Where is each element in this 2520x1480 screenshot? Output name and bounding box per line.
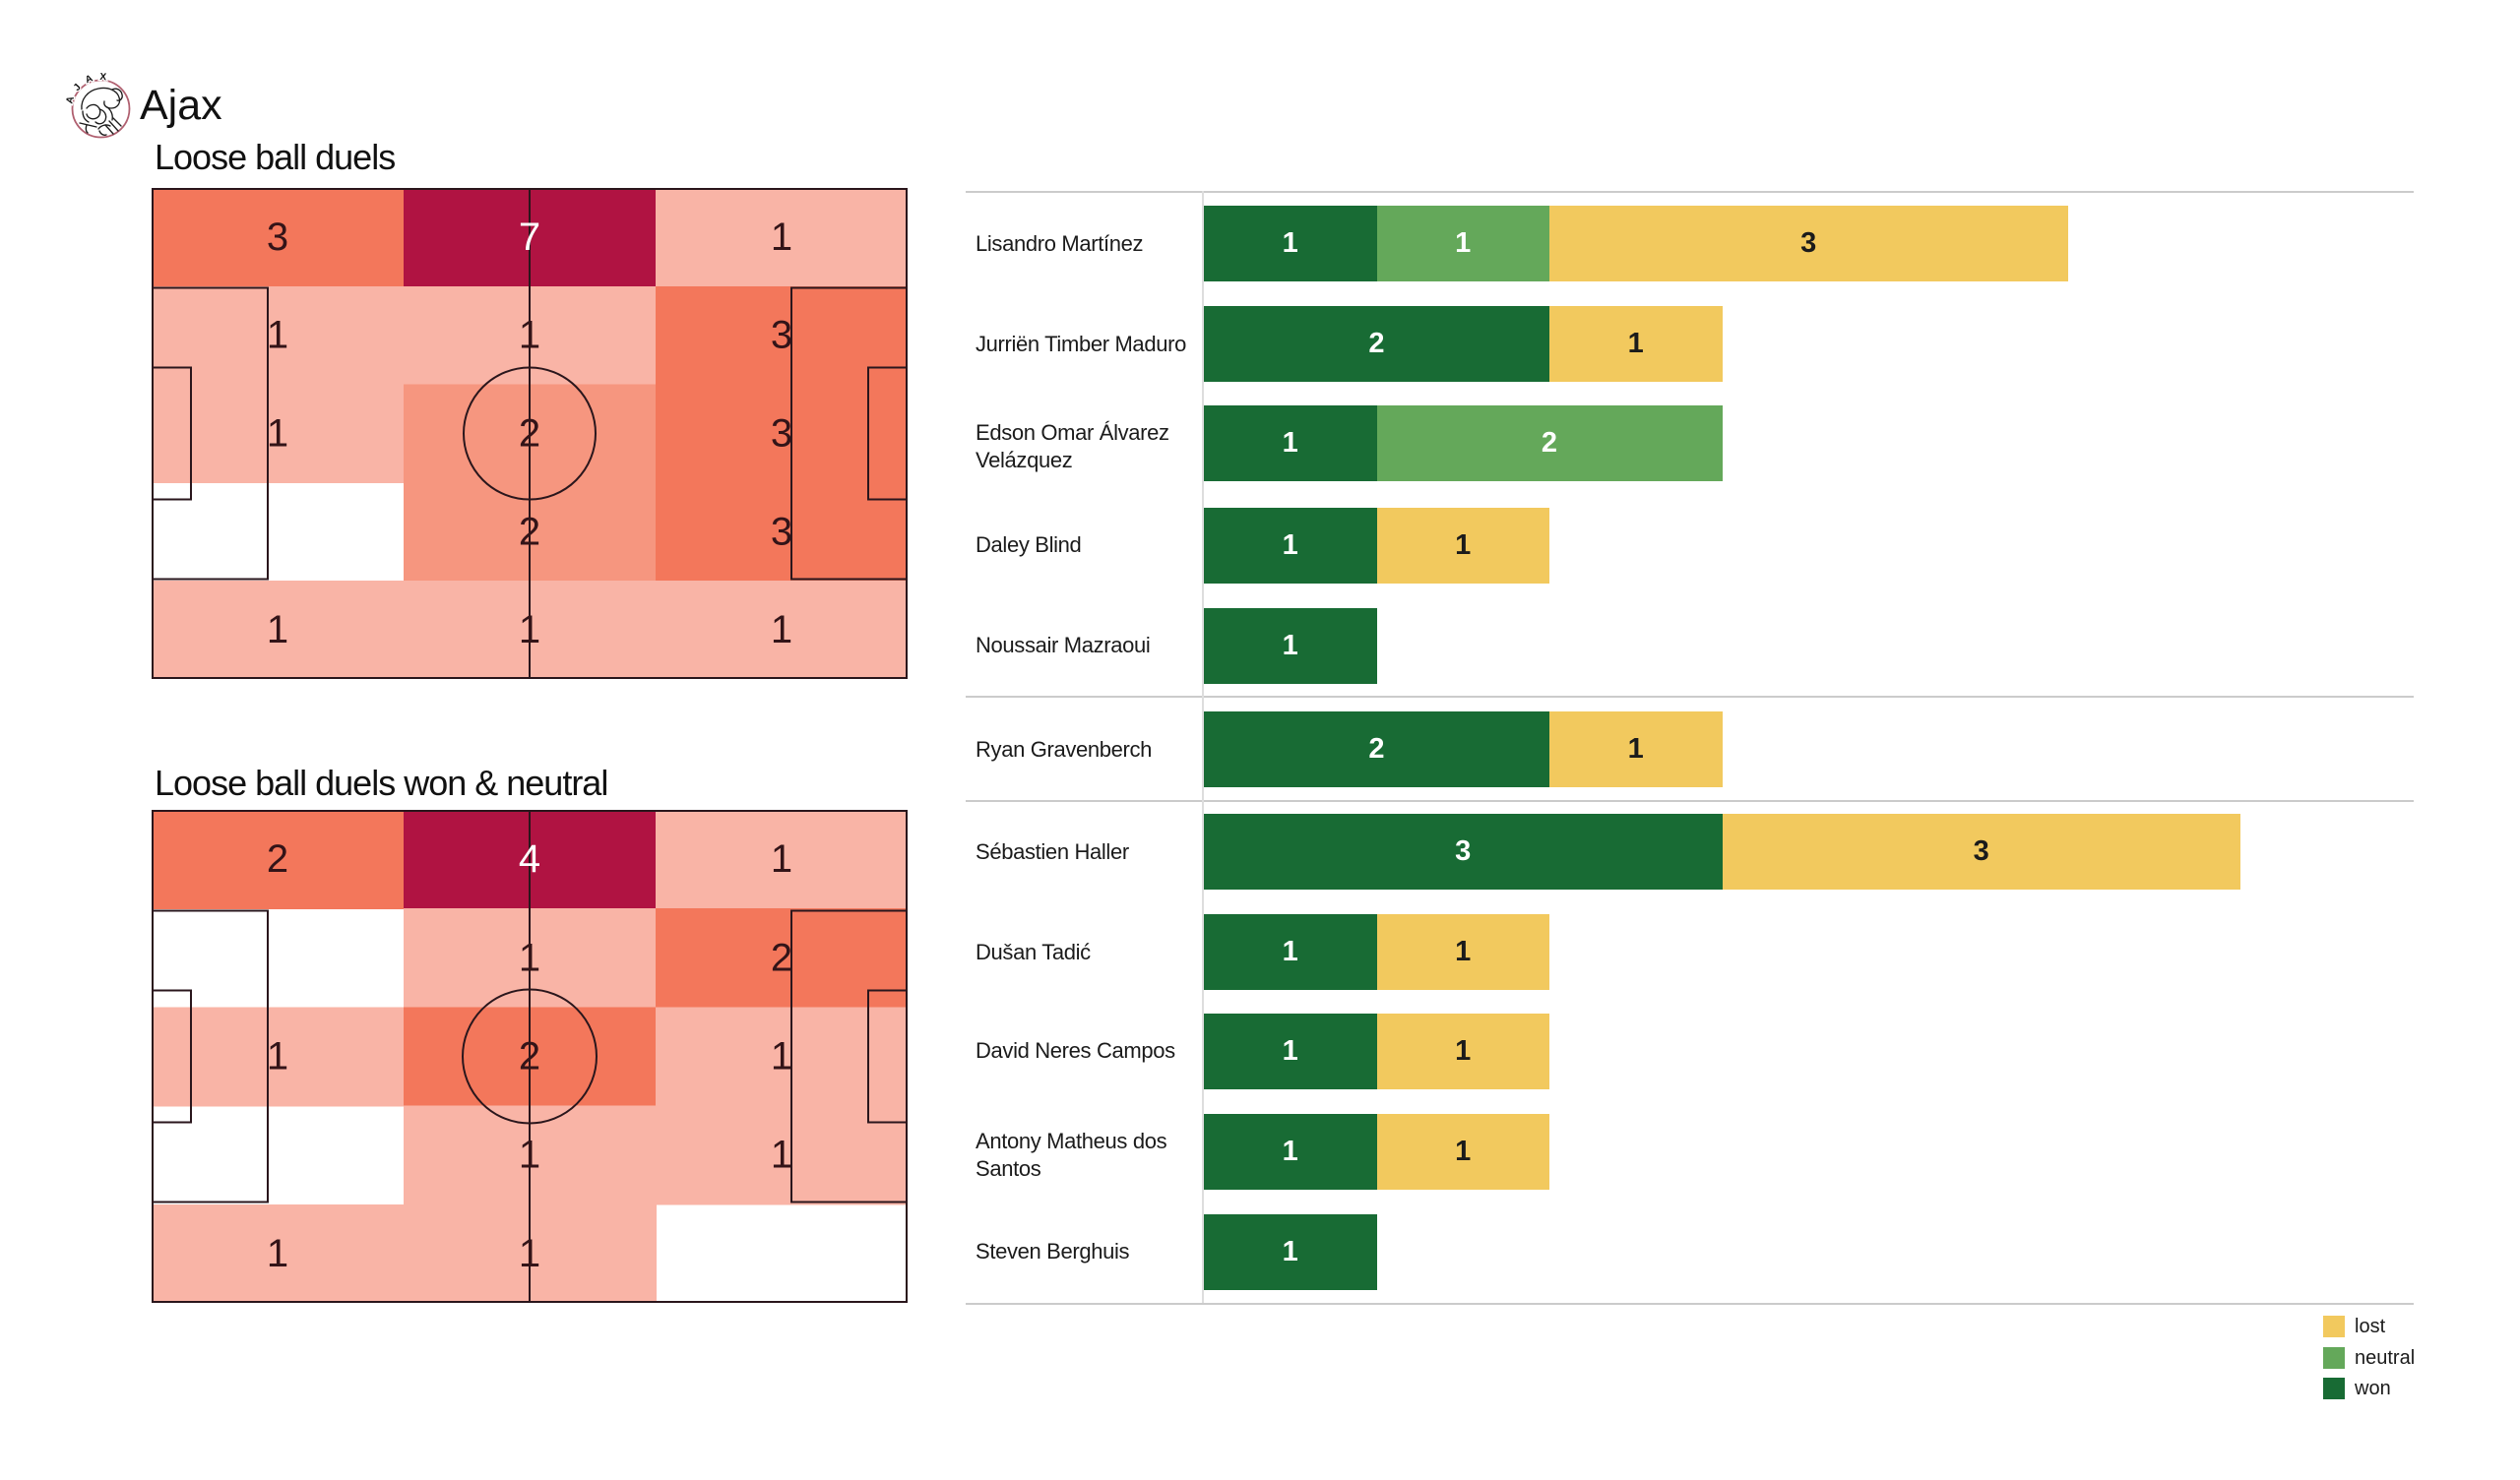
svg-text:3: 3: [771, 314, 792, 357]
svg-text:1: 1: [267, 412, 288, 456]
svg-text:1: 1: [771, 1035, 792, 1079]
svg-text:1: 1: [771, 837, 792, 881]
svg-text:1: 1: [267, 1035, 288, 1079]
svg-text:X: X: [99, 72, 107, 83]
svg-text:1: 1: [771, 1134, 792, 1177]
svg-text:1: 1: [519, 1232, 540, 1275]
svg-text:3: 3: [267, 216, 288, 259]
svg-text:3: 3: [771, 412, 792, 456]
svg-text:1: 1: [519, 608, 540, 651]
svg-text:2: 2: [519, 1035, 540, 1079]
svg-text:1: 1: [771, 608, 792, 651]
svg-text:1: 1: [771, 216, 792, 259]
svg-text:2: 2: [519, 510, 540, 553]
svg-text:7: 7: [519, 216, 540, 259]
svg-text:1: 1: [267, 314, 288, 357]
svg-text:4: 4: [519, 837, 540, 881]
svg-text:2: 2: [771, 936, 792, 979]
svg-text:1: 1: [519, 1134, 540, 1177]
svg-text:1: 1: [519, 936, 540, 979]
svg-text:2: 2: [519, 412, 540, 456]
svg-text:3: 3: [771, 510, 792, 553]
svg-text:1: 1: [519, 314, 540, 357]
svg-text:1: 1: [267, 1232, 288, 1275]
svg-text:1: 1: [267, 608, 288, 651]
svg-text:2: 2: [267, 837, 288, 881]
